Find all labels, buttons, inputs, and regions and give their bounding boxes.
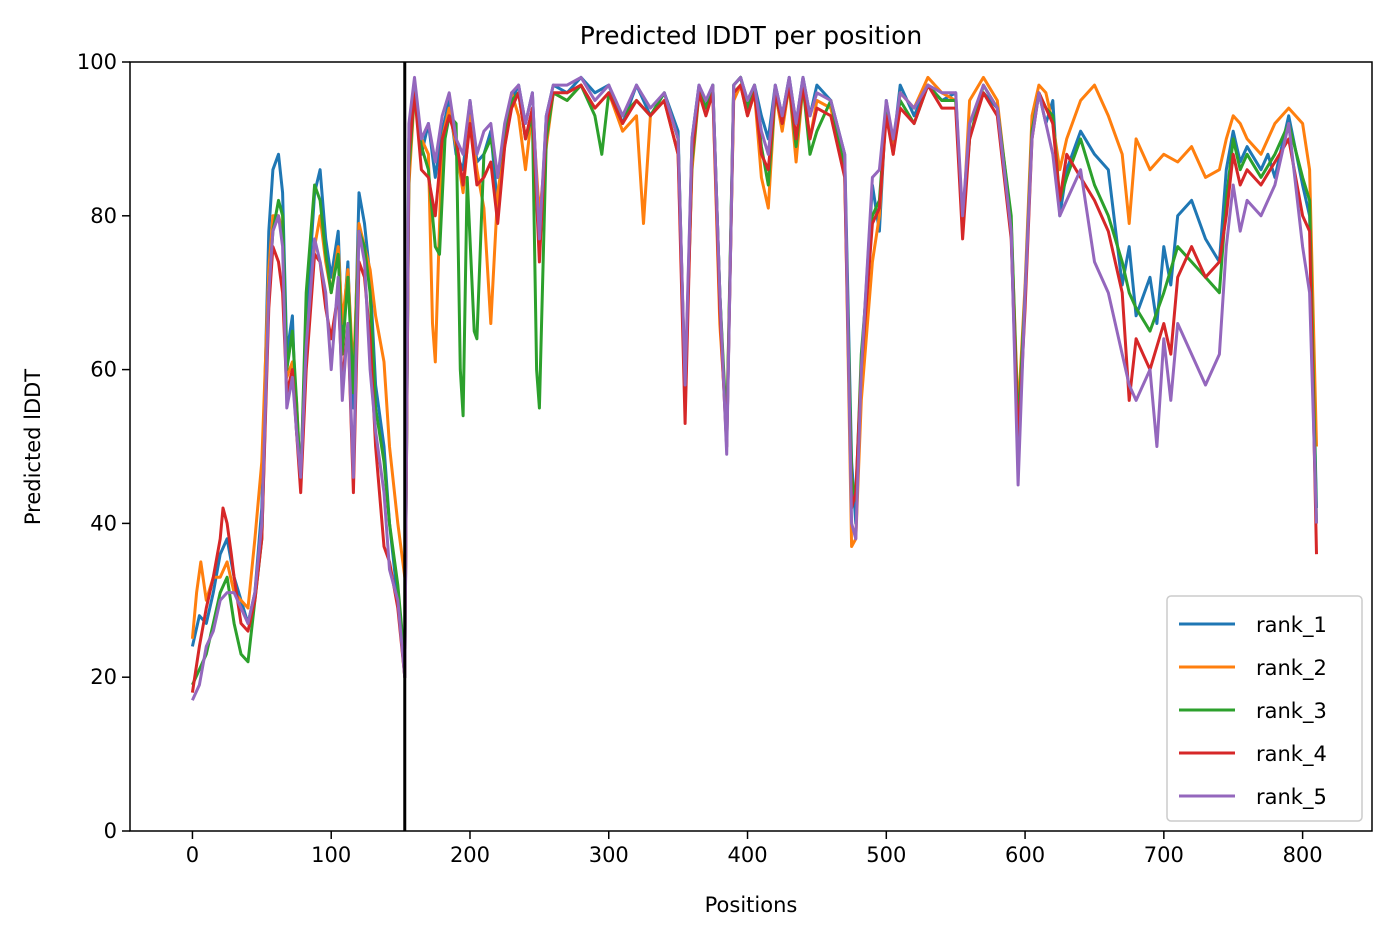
x-tick-label: 400 (727, 843, 767, 867)
x-tick-label: 600 (1005, 843, 1045, 867)
plot-area (129, 61, 1373, 832)
y-tick-label: 20 (90, 665, 117, 689)
x-tick-label: 800 (1283, 843, 1323, 867)
y-tick-label: 0 (104, 819, 117, 843)
y-tick-label: 60 (90, 358, 117, 382)
x-tick-label: 700 (1144, 843, 1184, 867)
legend-label-rank-1: rank_1 (1256, 613, 1327, 638)
x-tick-label: 0 (186, 843, 199, 867)
chart-title: Predicted lDDT per position (580, 21, 922, 50)
series-line-rank-1 (190, 75, 1318, 679)
series-line-rank-5 (191, 75, 1318, 701)
y-axis: 0 20 40 60 80 100 (77, 50, 130, 843)
x-tick-label: 500 (866, 843, 906, 867)
y-axis-label: Predicted lDDT (21, 369, 45, 525)
x-tick-label: 300 (589, 843, 629, 867)
x-tick-label: 200 (450, 843, 490, 867)
x-axis: 0 100 200 300 400 500 600 700 800 (186, 831, 1323, 867)
series-group (190, 75, 1318, 701)
y-tick-label: 100 (77, 50, 117, 74)
legend-box (1166, 595, 1363, 822)
x-axis-label: Positions (705, 893, 798, 917)
legend-label-rank-4: rank_4 (1256, 742, 1327, 767)
legend: rank_1 rank_2 rank_3 rank_4 rank_5 (1166, 595, 1363, 822)
y-tick-label: 40 (90, 511, 117, 535)
legend-label-rank-5: rank_5 (1256, 785, 1327, 810)
plot-frame (129, 61, 1373, 832)
x-tick-label: 100 (311, 843, 351, 867)
legend-label-rank-2: rank_2 (1256, 656, 1327, 681)
y-tick-label: 80 (90, 204, 117, 228)
legend-label-rank-3: rank_3 (1256, 699, 1327, 724)
